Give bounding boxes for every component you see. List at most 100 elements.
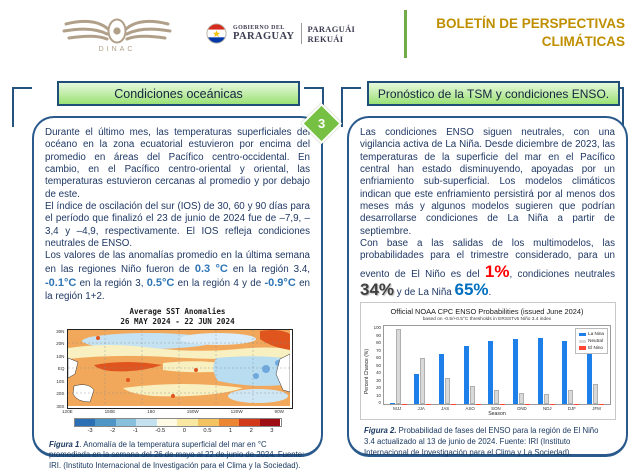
ytick: 60 [376, 355, 381, 361]
ytick: 40 [376, 370, 381, 376]
bar-el-nino [475, 403, 481, 405]
colorbar-segment [95, 418, 116, 426]
colorbar-segment [259, 418, 281, 426]
legend-el-nino: El Nino [579, 345, 604, 352]
figure1-caption-text: . Anomalía de la temperatura superficial… [49, 439, 305, 471]
sst-map-plot [66, 328, 293, 409]
bar-group-JJA [414, 326, 432, 405]
bar-el-nino [599, 403, 605, 405]
el-nino-probability-value: 1% [484, 261, 510, 281]
xtick: OND [516, 406, 527, 412]
right-panel-title: Pronóstico de la TSM y condiciones ENSO. [367, 81, 620, 106]
bar-neutral [420, 357, 426, 405]
bar-neutral [494, 390, 500, 405]
bar-group-DJF [562, 326, 580, 405]
enso-ylabel: Percent Chance (%) [364, 348, 370, 394]
sst-map-graphic [67, 329, 290, 406]
bar-group-SON [488, 326, 506, 405]
gov-line1-big: PARAGUAY [233, 31, 295, 42]
bar-group-ASO [463, 326, 481, 405]
colorbar-segment [115, 418, 137, 426]
xtick: JJA [417, 406, 425, 412]
bar-el-nino [426, 403, 432, 405]
bar-neutral [519, 392, 525, 405]
enso-yaxis: 100 90 80 70 60 50 40 30 20 10 0 [371, 325, 383, 405]
enso-xaxis: MJJ JJA JAS ASO SON OND NDJ DJF JFM [383, 405, 611, 411]
colorbar-segment [74, 418, 96, 426]
colorbar-label: 3 [270, 427, 274, 434]
colorbar-label: 1 [228, 427, 233, 434]
gov-line1-small: GOBIERNO DEL [233, 25, 285, 31]
bar-neutral [593, 384, 599, 405]
bar-el-nino [525, 403, 531, 405]
nino4-anomaly-value: 0.5°C [146, 276, 175, 289]
map-ytick: 30N [56, 328, 65, 334]
dinac-wings-icon [62, 18, 172, 43]
colorbar-label: 0.5 [203, 427, 212, 434]
bar-la-nina [537, 338, 543, 405]
ytick: 80 [376, 340, 381, 346]
colorbar-label: 0 [182, 427, 186, 434]
ytick: 70 [376, 347, 381, 353]
left-para2-text: El índice de oscilación del sur (IOS) de… [45, 201, 310, 250]
map-ytick: 20S [56, 391, 65, 397]
bar-la-nina [439, 353, 445, 405]
figure1-sst-map: Average SST Anomalies 26 MAY 2024 - 22 J… [45, 307, 310, 434]
colorbar-segment [177, 418, 199, 426]
header-green-divider [404, 10, 407, 58]
bar-group-MJJ [389, 326, 407, 405]
colorbar-label: -1 [132, 427, 138, 434]
map-ytick: EQ [57, 366, 65, 372]
bar-la-nina [488, 341, 494, 405]
xtick: JFM [592, 406, 601, 412]
xtick: MJJ [393, 406, 402, 412]
bar-la-nina [463, 345, 469, 405]
left-para3-text: Los valores de las anomalías promedio en… [45, 250, 310, 302]
sst-map-title-line1: Average SST Anomalies [129, 306, 226, 316]
legend-swatch [579, 339, 587, 344]
figure2-caption-text: Probabilidad de fases del ENSO para la r… [364, 426, 599, 458]
gov-divider [300, 23, 302, 44]
bar-la-nina [414, 374, 420, 405]
colorbar-segment [239, 418, 260, 426]
dinac-logo: DINAC [48, 7, 186, 61]
map-ytick: 10N [56, 353, 65, 359]
bulletin-title: BOLETÍN DE PERSPECTIVAS CLIMÁTICAS [411, 15, 625, 51]
legend-swatch [579, 346, 587, 350]
bar-neutral [445, 377, 451, 405]
colorbar-segments [73, 417, 282, 427]
map-xtick: 90W [274, 408, 284, 414]
neutral-probability-value: 34% [360, 280, 395, 300]
gov-line2-a: PARAGUÁI [307, 23, 356, 34]
colorbar-label: -2 [110, 427, 116, 434]
bar-neutral [543, 393, 549, 405]
figure1-caption: Figura 1. Anomalía de la temperatura sup… [45, 440, 310, 473]
bar-neutral [469, 385, 475, 405]
right-paragraph-1: Las condiciones ENSO siguen neutrales, c… [360, 127, 615, 299]
bar-la-nina [389, 402, 395, 405]
sst-map-title-line2: 26 MAY 2024 - 22 JUN 2024 [120, 316, 235, 326]
bar-group-OND [513, 326, 531, 405]
map-yticks: 30N 20N 10N EQ 10S 20S 30S [52, 329, 67, 409]
right-para2-text: Con base a las salidas de los multimodel… [360, 238, 615, 300]
legend-neutral: Neutral [579, 338, 604, 345]
legend-la-nina: La Nina [579, 331, 604, 338]
ytick: 0 [378, 400, 381, 406]
bar-el-nino [574, 403, 580, 405]
dinac-label: DINAC [98, 45, 136, 53]
map-xtick: 150W [186, 408, 199, 414]
enso-xlabel: Season [488, 411, 506, 418]
left-panel-title: Condiciones oceánicas [57, 81, 300, 106]
enso-bars: La Nina Neutral El Nino [383, 325, 611, 406]
left-paragraph-1: Durante el último mes, las temperaturas … [45, 127, 310, 303]
xtick: NDJ [543, 406, 552, 412]
legend-swatch [579, 332, 587, 337]
colorbar-labels: -3 -2 -1 -0.5 0 0.5 1 2 3 [74, 428, 282, 434]
bar-group-NDJ [537, 326, 555, 405]
colorbar-label: -0.5 [155, 427, 166, 434]
la-nina-probability-value: 65% [454, 280, 489, 300]
xtick: SON [491, 406, 501, 412]
colorbar-segment [218, 418, 240, 426]
figure2-enso-chart: Official NOAA CPC ENSO Probabilities (is… [360, 302, 616, 421]
paraguay-flag-icon [206, 23, 227, 44]
